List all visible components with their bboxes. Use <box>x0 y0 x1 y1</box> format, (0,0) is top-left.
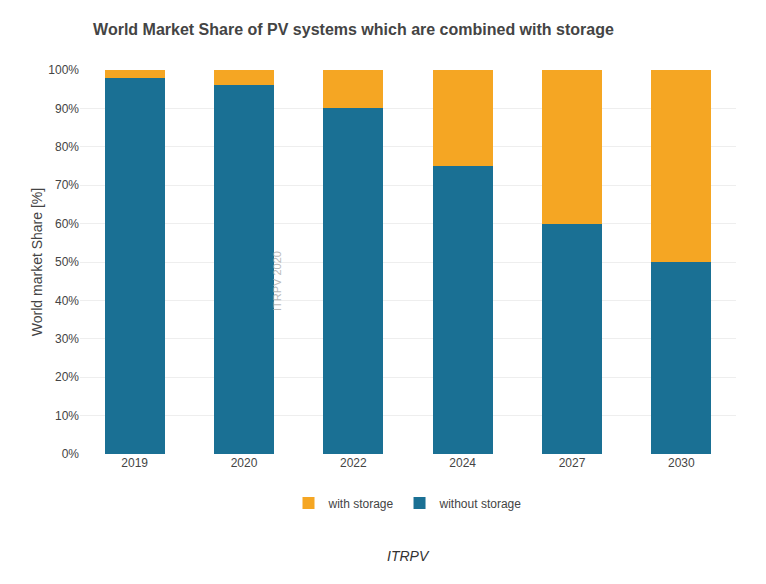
svg-text:40%: 40% <box>55 294 79 308</box>
svg-text:2027: 2027 <box>559 456 586 470</box>
svg-text:2022: 2022 <box>340 456 367 470</box>
svg-text:World market Share [%]: World market Share [%] <box>29 188 45 336</box>
svg-text:10%: 10% <box>55 409 79 423</box>
svg-text:ITRPV: ITRPV <box>387 548 430 564</box>
svg-text:2030: 2030 <box>668 456 695 470</box>
svg-text:2020: 2020 <box>231 456 258 470</box>
svg-text:100%: 100% <box>48 63 79 77</box>
svg-text:with storage: with storage <box>328 497 394 511</box>
svg-text:2019: 2019 <box>121 456 148 470</box>
svg-text:30%: 30% <box>55 332 79 346</box>
svg-text:70%: 70% <box>55 178 79 192</box>
svg-text:0%: 0% <box>62 447 80 461</box>
svg-text:2024: 2024 <box>449 456 476 470</box>
svg-text:without storage: without storage <box>439 497 522 511</box>
svg-text:60%: 60% <box>55 217 79 231</box>
svg-text:50%: 50% <box>55 255 79 269</box>
svg-text:ITRPV 2020: ITRPV 2020 <box>271 251 283 311</box>
svg-text:World Market Share of PV syste: World Market Share of PV systems which a… <box>93 21 614 38</box>
svg-text:80%: 80% <box>55 140 79 154</box>
svg-text:20%: 20% <box>55 370 79 384</box>
svg-text:90%: 90% <box>55 102 79 116</box>
